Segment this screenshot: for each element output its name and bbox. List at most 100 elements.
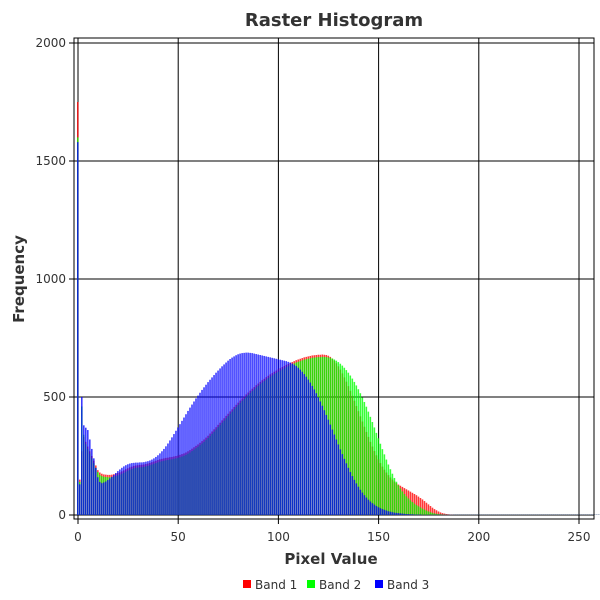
bar: [343, 367, 346, 515]
legend-item: Band 1: [243, 578, 297, 592]
bar: [389, 511, 392, 515]
legend-swatch: [375, 580, 383, 588]
bar: [137, 462, 139, 515]
bar: [337, 362, 340, 515]
bar: [301, 371, 304, 515]
bar: [181, 420, 183, 515]
bar: [439, 514, 442, 515]
series-band-3: [77, 142, 600, 515]
y-tick-label: 500: [43, 390, 66, 404]
y-tick-label: 1500: [35, 154, 66, 168]
bar: [339, 449, 342, 515]
bar: [315, 393, 318, 515]
bar: [373, 427, 376, 515]
bar: [425, 502, 428, 515]
bar: [209, 379, 211, 515]
bar: [173, 434, 175, 515]
bar: [363, 495, 366, 515]
bar: [127, 464, 129, 515]
bar: [237, 354, 239, 515]
bar: [145, 461, 147, 515]
bar: [327, 419, 330, 515]
bar: [177, 427, 179, 515]
bar: [355, 483, 358, 515]
bar: [231, 357, 233, 515]
bar: [241, 353, 243, 515]
bar: [225, 362, 227, 515]
bar: [373, 504, 376, 515]
bar: [357, 389, 360, 515]
bar: [255, 354, 257, 515]
bar: [247, 352, 249, 515]
bar: [111, 476, 113, 515]
bar: [415, 505, 418, 515]
bar: [147, 461, 149, 515]
legend-label: Band 3: [387, 578, 429, 592]
bar: [403, 494, 406, 515]
bar: [121, 467, 123, 515]
bar: [379, 508, 382, 515]
bar: [441, 513, 444, 515]
y-tick-label: 0: [58, 508, 66, 522]
bar: [407, 498, 410, 515]
x-tick-label: 50: [171, 530, 186, 544]
legend-swatch: [243, 580, 251, 588]
bar: [333, 434, 336, 515]
bar: [313, 389, 316, 515]
bar: [363, 401, 366, 515]
axis-ticks: 0 50 100 150 200 250 0 500 1000 1500 2000: [35, 36, 590, 544]
bar: [293, 364, 295, 515]
bar: [245, 352, 247, 515]
bar: [361, 397, 364, 515]
bar: [191, 404, 193, 515]
bar: [219, 368, 221, 515]
bar: [97, 477, 99, 515]
bar: [355, 385, 358, 515]
bar: [233, 356, 235, 515]
bar: [117, 471, 119, 515]
bar: [223, 364, 225, 515]
x-tick-label: 250: [568, 530, 591, 544]
bar: [331, 429, 334, 515]
legend-item: Band 2: [307, 578, 361, 592]
bar: [407, 514, 410, 515]
bar: [285, 361, 287, 515]
bar: [169, 440, 171, 515]
bar: [279, 359, 281, 515]
bar: [345, 370, 348, 515]
bar: [353, 381, 356, 515]
bar: [371, 503, 374, 515]
bar: [253, 353, 255, 515]
bar: [207, 382, 209, 515]
bar: [135, 462, 137, 515]
bar: [283, 360, 285, 515]
bar: [389, 469, 392, 515]
bar: [335, 360, 338, 515]
bar: [437, 511, 440, 515]
bar: [289, 362, 291, 515]
bar: [265, 356, 267, 515]
bar: [221, 366, 223, 515]
bar: [329, 424, 332, 515]
bar: [417, 506, 420, 515]
y-tick-label: 1000: [35, 272, 66, 286]
bar: [425, 510, 428, 515]
bar: [161, 451, 163, 515]
bar: [131, 463, 133, 515]
bar: [369, 416, 372, 515]
bar: [267, 356, 269, 515]
bar: [179, 424, 181, 515]
bar: [367, 411, 370, 515]
bar: [125, 465, 127, 515]
bar: [163, 448, 165, 515]
bar: [421, 508, 424, 515]
bar: [175, 430, 177, 515]
bar: [189, 407, 191, 515]
x-tick-label: 0: [74, 530, 82, 544]
bars-layer: [77, 102, 600, 515]
x-tick-label: 100: [267, 530, 290, 544]
bar: [211, 377, 213, 515]
bar: [347, 467, 350, 515]
bar: [447, 514, 450, 515]
bar: [201, 389, 203, 515]
